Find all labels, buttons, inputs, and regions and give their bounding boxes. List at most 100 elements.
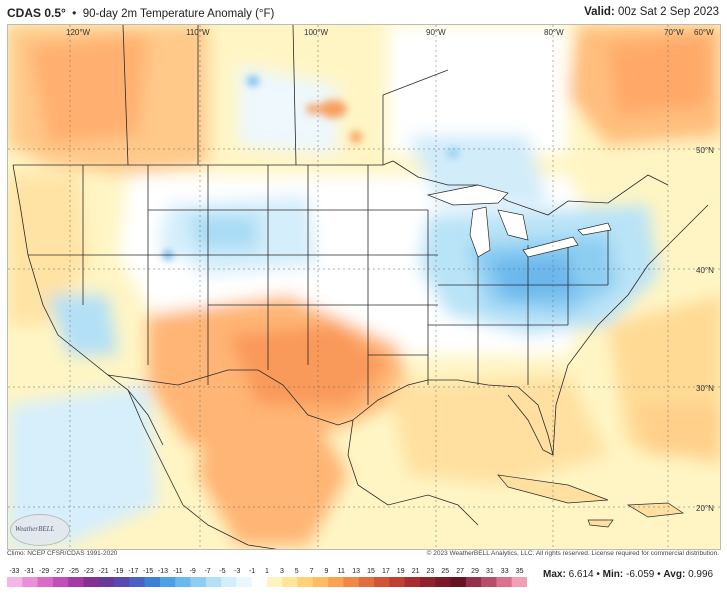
colorbar-tick: 31 <box>486 568 494 575</box>
model-name: CDAS 0.5° <box>7 6 66 20</box>
lat-label: 50°N <box>696 146 714 155</box>
colorbar-tick: 17 <box>382 568 390 575</box>
stats: Max: 6.614 • Min: -6.059 • Avg: 0.996 <box>543 569 714 580</box>
colorbar-swatch <box>7 577 23 587</box>
colorbar-swatch <box>144 577 161 587</box>
logo-text: WeatherBELL <box>15 525 55 533</box>
colorbar-swatch <box>175 577 192 587</box>
colorbar-tick: 23 <box>427 568 435 575</box>
colorbar-swatch <box>343 577 360 587</box>
anomaly-shading <box>8 25 720 549</box>
colorbar-swatch <box>374 577 390 587</box>
colorbar-swatch <box>114 577 130 587</box>
colorbar-swatch <box>190 577 207 587</box>
colorbar-swatch <box>83 577 100 587</box>
lat-label: 20°N <box>696 504 714 513</box>
great-lakes <box>426 184 612 258</box>
colorbar-swatch <box>496 577 513 587</box>
valid-label: Valid: <box>584 6 615 18</box>
colorbar-swatch <box>98 577 115 587</box>
colorbar-swatch <box>251 577 268 587</box>
lat-labels: 50°N 40°N 30°N 20°N <box>696 146 714 513</box>
colorbar-tick: 19 <box>397 568 405 575</box>
lon-label: 60°W <box>694 28 714 37</box>
colorbar-tick: -7 <box>204 568 210 575</box>
colorbar-tick: 7 <box>310 568 314 575</box>
avg-label: Avg: <box>663 569 686 580</box>
colorbar-swatch <box>435 577 452 587</box>
colorbar-tick: 13 <box>352 568 360 575</box>
colorbar-swatch <box>312 577 329 587</box>
colorbar-swatch <box>129 577 146 587</box>
colorbar-tick: 5 <box>295 568 299 575</box>
colorbar-swatch <box>282 577 299 587</box>
colorbar-swatch <box>205 577 222 587</box>
lat-label: 30°N <box>696 384 714 393</box>
colorbar-tick: -9 <box>190 568 196 575</box>
colorbar-tick: 21 <box>412 568 420 575</box>
lon-label: 70°W <box>664 28 684 37</box>
lon-label: 80°W <box>544 28 564 37</box>
lat-label: 40°N <box>696 266 714 275</box>
colorbar-tick: -11 <box>173 568 183 575</box>
colorbar-tick: -3 <box>234 568 240 575</box>
colorbar-tick: -25 <box>69 568 79 575</box>
lon-label: 120°W <box>66 28 91 37</box>
graticule <box>8 25 720 549</box>
colorbar-swatch <box>465 577 482 587</box>
map-svg: 120°W 110°W 100°W 90°W 80°W 70°W 60°W 50… <box>8 25 720 549</box>
copyright-note: © 2023 WeatherBELL Analytics, LLC. All r… <box>426 550 719 557</box>
climo-note: Climo: NCEP CFSR/CDAS 1991-2020 <box>7 550 118 557</box>
lon-label: 110°W <box>186 28 210 37</box>
caribbean-islands <box>497 474 684 528</box>
colorbar-swatch <box>328 577 344 587</box>
colorbar-swatch <box>52 577 69 587</box>
valid-value: 00z Sat 2 Sep 2023 <box>617 6 719 18</box>
colorbar-swatch <box>221 577 237 587</box>
colorbar-labels: -33 -31 -29 -27 -25 -23 -21 -19 -17 -15 -13 -11 -9 -7… <box>9 568 523 575</box>
colorbar-swatch <box>236 577 253 587</box>
colorbar-tick: 29 <box>471 568 479 575</box>
colorbar-tick: 9 <box>324 568 328 575</box>
colorbar-tick: -1 <box>249 568 255 575</box>
colorbar-tick: 11 <box>338 568 345 575</box>
colorbar-tick: -23 <box>84 568 94 575</box>
colorbar-swatch <box>297 577 314 587</box>
anomaly-map: 120°W 110°W 100°W 90°W 80°W 70°W 60°W 50… <box>7 24 721 550</box>
colorbar-tick: -27 <box>54 568 64 575</box>
weatherbell-logo: WeatherBELL <box>10 514 70 546</box>
colorbar-swatch <box>358 577 375 587</box>
colorbar-tick: 1 <box>265 568 269 575</box>
colorbar-swatch <box>389 577 406 587</box>
lon-label: 90°W <box>426 28 446 37</box>
map-title: 90-day 2m Temperature Anomaly (°F) <box>82 8 275 20</box>
min-label: Min: <box>602 569 624 580</box>
header-left: CDAS 0.5° • 90-day 2m Temperature Anomal… <box>7 6 274 20</box>
colorbar-tick: -5 <box>219 568 225 575</box>
map-header: CDAS 0.5° • 90-day 2m Temperature Anomal… <box>0 0 727 24</box>
colorbar-tick: 35 <box>516 568 524 575</box>
colorbar-tick: 27 <box>456 568 464 575</box>
min-value: -6.059 <box>626 569 655 580</box>
colorbar-swatch <box>481 577 497 587</box>
colorbar-tick: -21 <box>99 568 109 575</box>
colorbar-tick: 25 <box>441 568 449 575</box>
valid-time: Valid: 00z Sat 2 Sep 2023 <box>584 6 719 18</box>
colorbar-swatch <box>450 577 467 587</box>
colorbar-tick: -15 <box>143 568 153 575</box>
colorbar-tick: 33 <box>501 568 509 575</box>
colorbar-swatch <box>419 577 436 587</box>
lon-label: 100°W <box>304 28 329 37</box>
lon-labels: 120°W 110°W 100°W 90°W 80°W 70°W 60°W <box>66 28 714 37</box>
colorbar-swatch <box>267 577 283 587</box>
colorbar-swatches <box>7 577 527 587</box>
colorbar-swatch <box>22 577 39 587</box>
colorbar-tick: -17 <box>128 568 138 575</box>
colorbar-swatch <box>404 577 421 587</box>
colorbar-swatch <box>511 577 527 587</box>
colorbar-tick: -13 <box>158 568 168 575</box>
map-footer: Climo: NCEP CFSR/CDAS 1991-2020 © 2023 W… <box>0 550 727 596</box>
colorbar-tick: -29 <box>39 568 49 575</box>
colorbar-swatch <box>68 577 84 587</box>
colorbar-tick: -19 <box>113 568 123 575</box>
